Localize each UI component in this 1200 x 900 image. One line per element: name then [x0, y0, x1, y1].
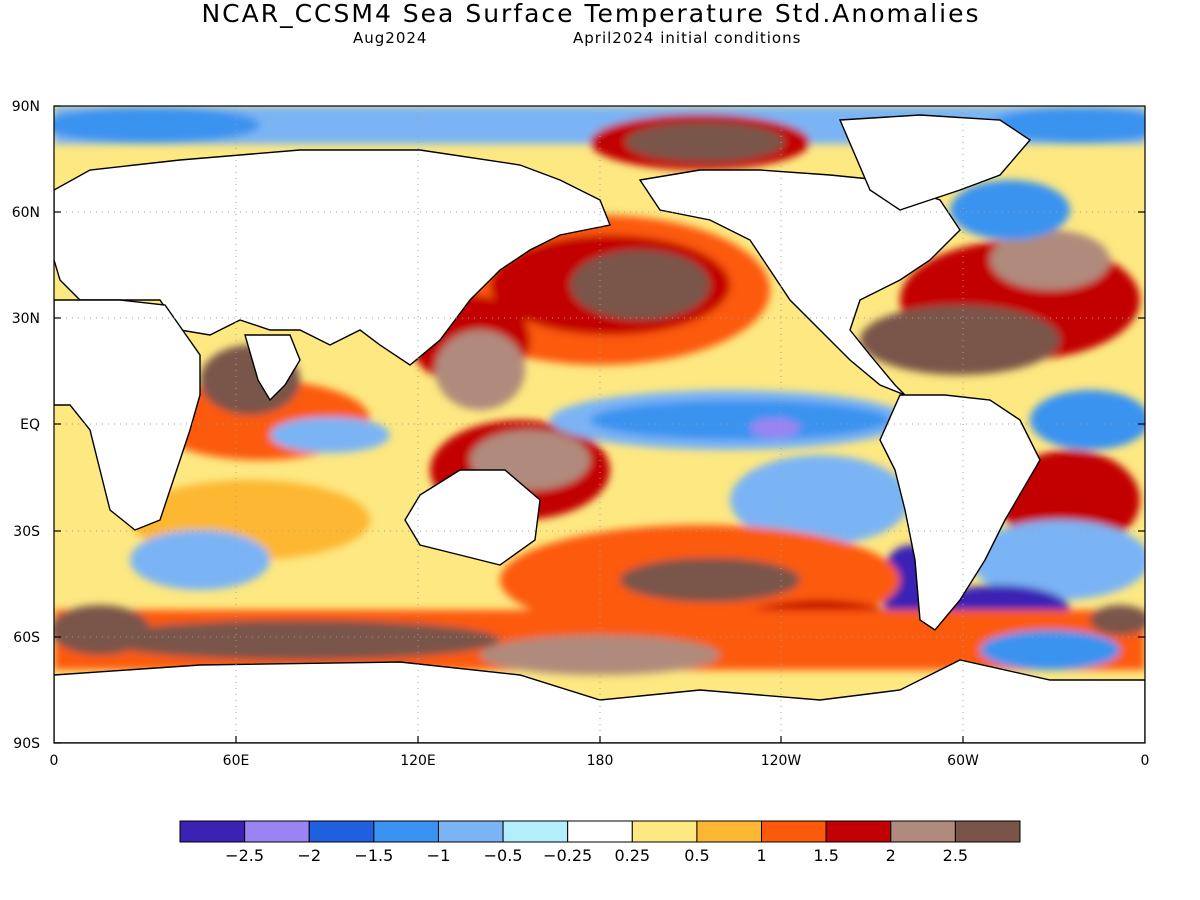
lat-label: 90S	[13, 736, 40, 752]
colorbar-legend: −2.5 −2 −1.5 −1 −0.5 −0.25 0.25 0.5 1 1.5 2 2.5	[179, 820, 1021, 865]
africa-landmass	[54, 299, 201, 531]
colorbar-swatch	[244, 820, 310, 843]
colorbar-label: −0.5	[484, 846, 523, 865]
initial-conditions: April2024 initial conditions	[573, 29, 802, 47]
colorbar-label: −1	[427, 846, 451, 865]
lat-label: 60N	[12, 205, 40, 221]
colorbar-label: −0.25	[543, 846, 592, 865]
lon-label: 0	[50, 753, 59, 769]
colorbar-swatch	[761, 820, 827, 843]
colorbar-label: 0.5	[684, 846, 709, 865]
antarctica-landmass	[54, 659, 1145, 743]
colorbar-swatch	[373, 820, 439, 843]
colorbar-label: 1	[756, 846, 766, 865]
axis-ticks	[54, 105, 1145, 744]
colorbar-label: 2	[886, 846, 896, 865]
latitude-labels: 90N 60N 30N EQ 30S 60S 90S	[12, 99, 40, 752]
forecast-month: Aug2024	[353, 29, 428, 47]
lat-label: EQ	[20, 417, 40, 433]
greenland-landmass	[838, 114, 1032, 211]
lon-label: 60E	[223, 753, 250, 769]
australia-landmass	[404, 469, 541, 566]
india-landmass	[244, 334, 301, 402]
lon-label: 120E	[400, 753, 436, 769]
lat-label: 60S	[13, 630, 40, 646]
lon-label: 180	[587, 753, 614, 769]
lat-label: 90N	[12, 99, 40, 115]
colorbar-swatch	[890, 820, 956, 843]
lon-label: 60W	[947, 753, 979, 769]
north-america-landmass	[638, 169, 961, 396]
lon-label: 120W	[761, 753, 802, 769]
lon-label: 0	[1141, 753, 1150, 769]
colorbar-label: −1.5	[354, 846, 393, 865]
eurasia-landmass	[54, 149, 611, 366]
colorbar-swatch	[179, 820, 246, 843]
colorbar-swatch	[954, 820, 1021, 843]
colorbar-swatch	[696, 820, 763, 843]
colorbar-label: 2.5	[943, 846, 968, 865]
lat-label: 30S	[13, 524, 40, 540]
colorbar-label: 1.5	[813, 846, 838, 865]
map-title: NCAR_CCSM4 Sea Surface Temperature Std.A…	[201, 0, 981, 28]
lat-lon-grid	[54, 106, 1145, 743]
lat-label: 30N	[12, 311, 40, 327]
colorbar-swatch	[502, 820, 569, 843]
colorbar-label: −2	[297, 846, 321, 865]
colorbar-label: −2.5	[225, 846, 264, 865]
colorbar-swatch	[567, 820, 633, 843]
ocean-field	[54, 106, 1145, 743]
colorbar-swatch	[631, 820, 698, 843]
colorbar-swatch	[437, 820, 504, 843]
colorbar-swatch	[825, 820, 892, 843]
landmasses	[54, 114, 1145, 743]
colorbar-swatch	[308, 820, 375, 843]
longitude-labels: 0 60E 120E 180 120W 60W 0	[50, 753, 1150, 769]
south-america-landmass	[879, 394, 1041, 631]
colorbar-label: 0.25	[614, 846, 650, 865]
